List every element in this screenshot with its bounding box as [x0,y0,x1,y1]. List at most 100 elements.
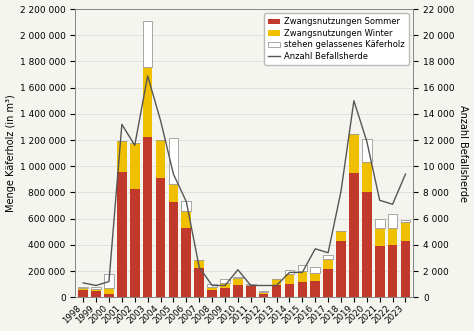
Bar [233,285,243,297]
Bar [284,270,294,274]
Y-axis label: Menge Käferholz (in m³): Menge Käferholz (in m³) [6,94,16,212]
Anzahl Befallsherde [80,281,86,285]
Bar [259,294,268,297]
Bar [117,141,127,171]
Bar [182,228,191,297]
Anzahl Befallsherde [132,143,137,147]
Bar [207,287,217,290]
Bar [246,286,255,297]
Bar [401,222,410,241]
Bar [169,138,178,184]
Bar [91,291,101,297]
Bar [220,279,230,283]
Bar [310,281,320,297]
Bar [375,246,384,297]
Anzahl Befallsherde [196,265,202,269]
Anzahl Befallsherde [390,202,395,206]
Bar [182,201,191,212]
Anzahl Befallsherde [158,118,164,122]
Bar [388,228,397,245]
Bar [349,173,359,297]
Bar [207,284,217,287]
Bar [207,290,217,297]
Bar [298,265,307,271]
Bar [155,178,165,297]
Bar [233,278,243,285]
Anzahl Befallsherde [312,247,318,251]
Anzahl Befallsherde [402,172,408,176]
Bar [336,231,346,241]
Bar [130,189,139,297]
Anzahl Befallsherde [338,189,344,193]
Bar [298,271,307,282]
Bar [272,285,282,297]
Bar [388,214,397,228]
Anzahl Befallsherde [364,139,370,143]
Bar [388,245,397,297]
Bar [143,21,153,67]
Bar [246,284,255,285]
Bar [375,228,384,246]
Anzahl Befallsherde [325,251,331,255]
Bar [336,241,346,297]
Anzahl Befallsherde [287,270,292,274]
Bar [323,259,333,269]
Bar [78,287,88,288]
Bar [104,288,114,294]
Bar [220,288,230,297]
Bar [259,291,268,292]
Anzahl Befallsherde [261,283,266,287]
Bar [143,137,153,297]
Anzahl Befallsherde [377,198,383,202]
Anzahl Befallsherde [351,99,357,103]
Bar [362,162,372,192]
Bar [375,219,384,228]
Bar [104,274,114,288]
Bar [91,287,101,289]
Anzahl Befallsherde [119,122,125,126]
Bar [246,285,255,286]
Bar [310,273,320,281]
Bar [362,192,372,297]
Bar [194,260,204,268]
Bar [401,220,410,222]
Bar [298,282,307,297]
Bar [284,284,294,297]
Bar [78,290,88,297]
Bar [362,139,372,162]
Anzahl Befallsherde [106,280,112,284]
Anzahl Befallsherde [235,268,241,272]
Bar [104,294,114,297]
Bar [78,288,88,290]
Anzahl Befallsherde [209,283,215,287]
Anzahl Befallsherde [145,74,150,78]
Legend: Zwangsnutzungen Sommer, Zwangsnutzungen Winter, stehen gelassenes Käferholz, Anz: Zwangsnutzungen Sommer, Zwangsnutzungen … [264,13,409,65]
Bar [155,140,165,178]
Bar [194,268,204,297]
Bar [272,279,282,285]
Anzahl Befallsherde [222,283,228,287]
Bar [401,241,410,297]
Bar [143,67,153,137]
Anzahl Befallsherde [93,283,99,287]
Bar [284,274,294,284]
Bar [323,269,333,297]
Bar [91,289,101,291]
Bar [220,283,230,288]
Bar [349,134,359,173]
Bar [233,277,243,278]
Bar [169,184,178,202]
Bar [310,267,320,273]
Bar [117,171,127,297]
Anzahl Befallsherde [248,283,254,287]
Y-axis label: Anzahl Befallsherde: Anzahl Befallsherde [458,105,468,202]
Bar [169,202,178,297]
Anzahl Befallsherde [183,200,189,204]
Anzahl Befallsherde [171,172,176,176]
Bar [323,255,333,259]
Anzahl Befallsherde [300,270,305,274]
Bar [130,143,139,189]
Line: Anzahl Befallsherde: Anzahl Befallsherde [83,76,405,285]
Anzahl Befallsherde [273,283,279,287]
Bar [182,212,191,228]
